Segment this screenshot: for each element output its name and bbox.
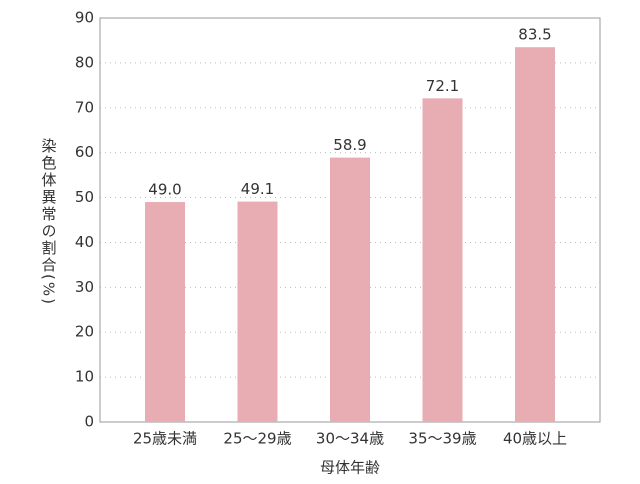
y-tick-label: 40 [75,233,94,251]
value-label: 83.5 [518,26,551,44]
value-label: 58.9 [333,136,366,154]
y-tick-label: 0 [84,413,94,431]
bar [515,47,555,423]
x-tick-label: 30〜34歳 [316,430,384,448]
y-tick-label: 80 [75,53,94,71]
y-tick-label: 60 [75,143,94,161]
value-label: 72.1 [426,77,459,95]
value-label: 49.0 [148,181,181,199]
value-label: 49.1 [241,180,274,198]
x-tick-label: 35〜39歳 [408,430,476,448]
y-tick-label: 10 [75,368,94,386]
x-tick-label: 25歳未満 [133,430,197,448]
bar [422,98,463,423]
x-axis-label: 母体年齢 [320,459,380,477]
bar [145,202,185,422]
y-tick-label: 50 [75,188,94,206]
y-tick-label: 20 [75,323,94,341]
x-tick-label: 25〜29歳 [223,430,291,448]
bar [237,201,278,422]
bar [330,157,370,423]
y-axis-label: 染色体異常の割合(%) [40,138,58,306]
x-tick-label: 40歳以上 [503,430,567,448]
y-tick-label: 70 [75,98,94,116]
y-tick-label: 30 [75,278,94,296]
y-tick-label: 90 [75,9,94,27]
